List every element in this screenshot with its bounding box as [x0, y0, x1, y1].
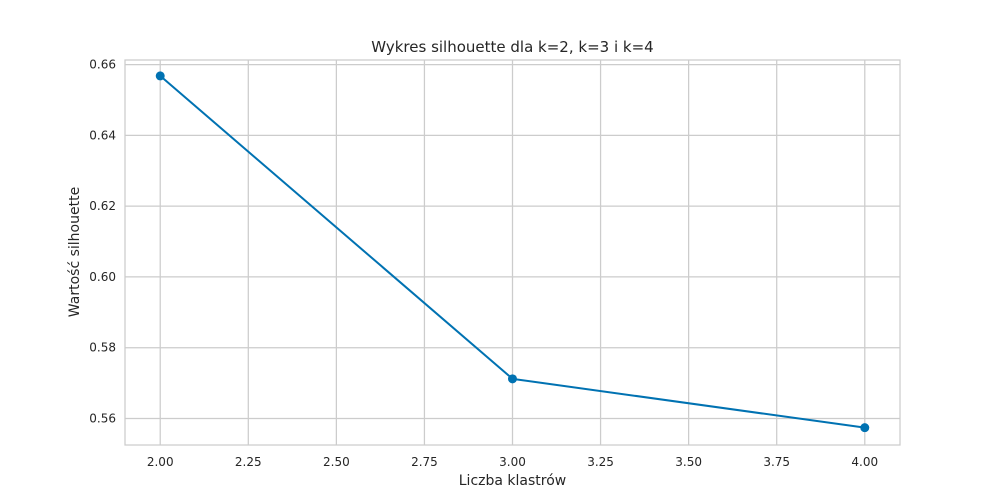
- y-axis-title: Wartość silhouette: [67, 187, 83, 317]
- y-tick-label: 0.56: [89, 411, 116, 425]
- data-point: [508, 374, 517, 384]
- x-tick-label: 4.00: [851, 455, 878, 469]
- y-tick-label: 0.58: [89, 341, 116, 355]
- x-tick-label: 2.25: [235, 455, 262, 469]
- chart-title: Wykres silhouette dla k=2, k=3 i k=4: [371, 38, 653, 56]
- x-axis-title: Liczba klastrów: [459, 473, 566, 489]
- y-tick-label: 0.60: [89, 270, 116, 284]
- data-point: [860, 423, 870, 433]
- series-layer: [155, 71, 870, 433]
- tick-labels: 2.00 2.25 2.50 2.75 3.00 3.25 3.50 3.75 4.00 0.56…: [89, 58, 878, 469]
- data-point: [155, 71, 165, 81]
- x-tick-label: 3.75: [763, 455, 790, 469]
- plot-frame: [124, 59, 901, 446]
- x-tick-label: 3.50: [675, 455, 702, 469]
- x-tick-label: 3.25: [587, 455, 614, 469]
- x-tick-label: 2.00: [147, 455, 174, 469]
- grid-layer: [125, 60, 900, 445]
- x-tick-label: 2.75: [411, 455, 438, 469]
- x-tick-label: 3.00: [499, 455, 526, 469]
- y-tick-label: 0.66: [89, 58, 116, 72]
- y-tick-label: 0.64: [89, 128, 116, 142]
- x-tick-label: 2.50: [323, 455, 350, 469]
- y-tick-label: 0.62: [89, 199, 116, 213]
